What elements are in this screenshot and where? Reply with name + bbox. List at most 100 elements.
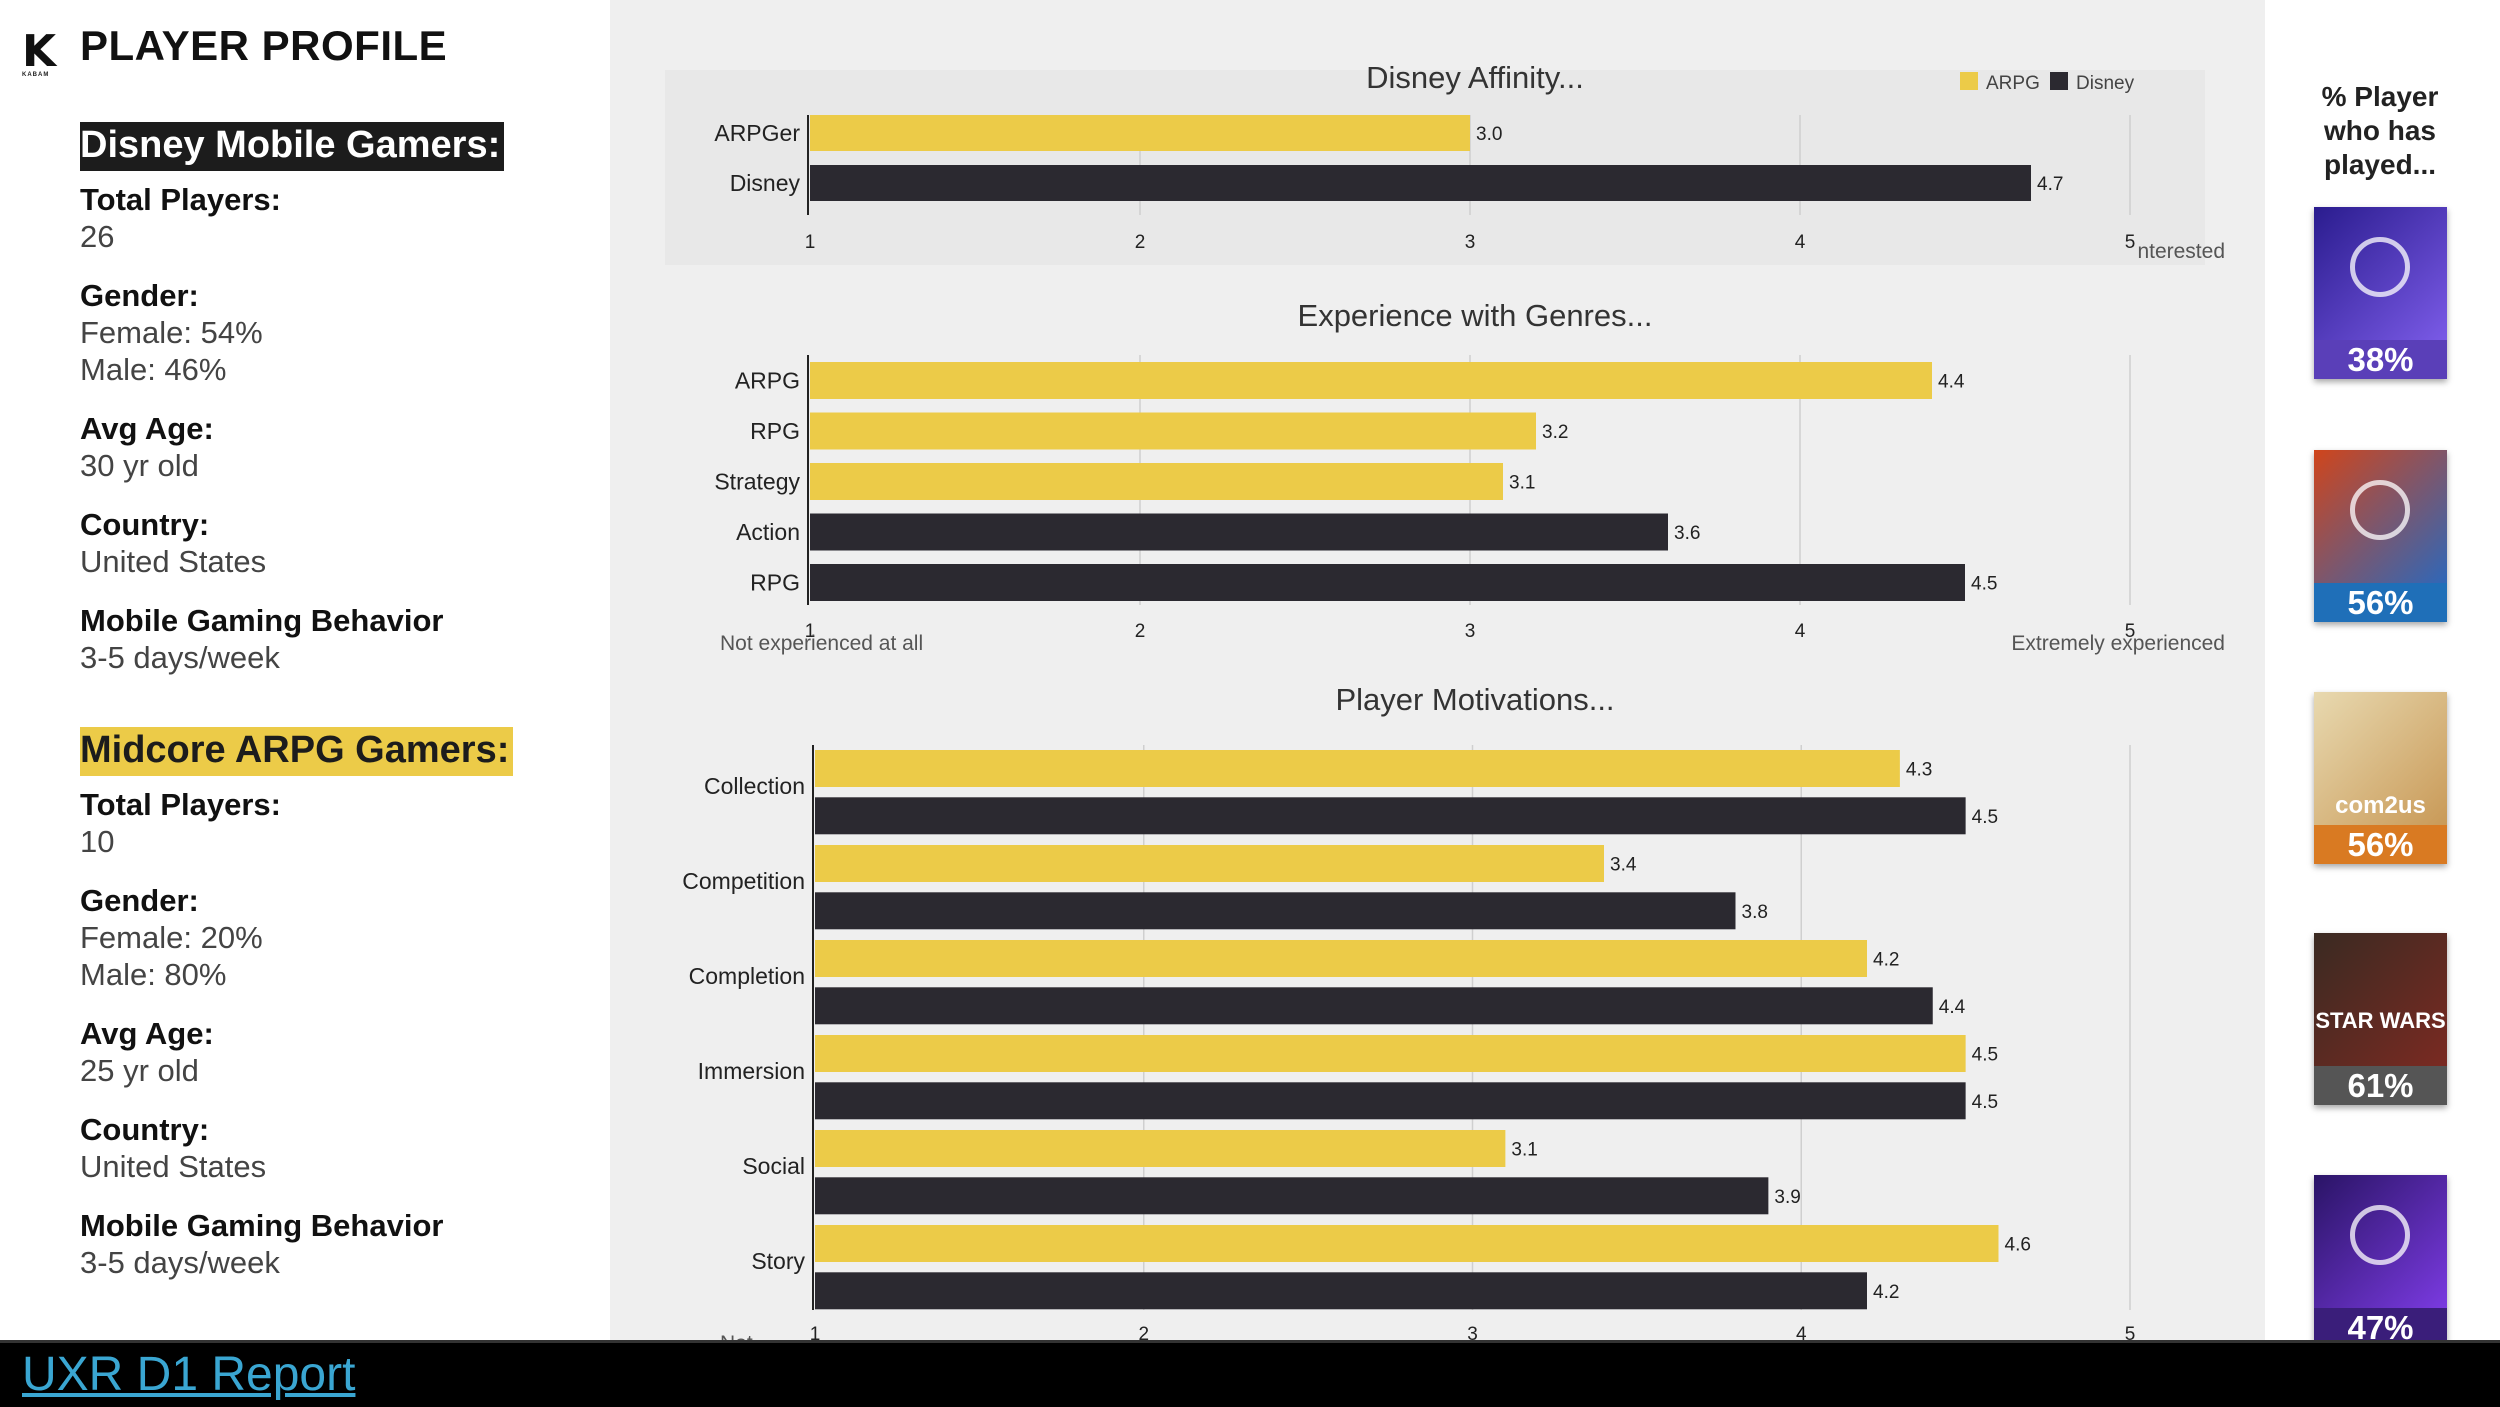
tick-label: 4 [1795,232,1806,253]
charts-panel: Disney Affinity... 1 2 3 4 5 nterested ARPGer 3.… [610,0,2265,1340]
tick-label: 1 [805,621,816,642]
game-art [2314,207,2447,340]
tick-label: 5 [2125,1324,2136,1340]
data-label: 3.6 [1674,523,1700,544]
arpg-gamers-group: Midcore ARPG Gamers: Total Players: 10 G… [80,727,514,1303]
bar-disney [815,1177,1769,1215]
scale-right-label: nterested [2137,240,2225,263]
chart-title: Disney Affinity... [1366,60,1584,95]
games-played-panel: % Player who has played... 38% 56% com2us 5… [2265,0,2500,1347]
data-label: 4.7 [2037,174,2063,195]
data-label: 3.1 [1511,1140,1537,1161]
category-label: Social [742,1153,805,1179]
game-logo-text: com2us [2335,792,2426,819]
bar-arpg [815,1035,1966,1072]
bar [810,463,1503,500]
scale-right-label: Extremely experienced [2011,632,2225,655]
data-label: 4.4 [1939,997,1966,1018]
tick-label: 4 [1795,621,1806,642]
category-label: Action [736,519,800,545]
field-total-players: Total Players: 26 [80,182,282,254]
played-percentage: 56% [2314,825,2447,864]
legend-swatch-arpg [1960,72,1978,90]
footer-bar: UXR D1 Report [0,1340,2500,1407]
played-percentage: 61% [2314,1066,2447,1105]
group-title: Midcore ARPG Gamers: [80,727,514,776]
data-label: 4.4 [1938,372,1965,393]
played-percentage: 56% [2314,583,2447,622]
disney-mirrorverse-icon[interactable]: 38% [2314,207,2447,379]
bar-arpg [815,1225,1999,1262]
dragon-game-icon[interactable]: 47% [2314,1175,2447,1347]
field-country: Country: United States [80,1112,267,1184]
player-profile-panel: K KABAM PLAYER PROFILE Disney Mobile Gam… [0,0,610,1340]
bar-arpg [815,750,1900,787]
played-percentage: 47% [2314,1308,2447,1347]
bar [810,115,1470,151]
data-label: 4.3 [1906,760,1932,781]
data-label: 3.9 [1774,1187,1800,1208]
field-gender: Gender: Female: 20% Male: 80% [80,883,263,992]
field-gaming-behavior: Mobile Gaming Behavior 3-5 days/week [80,603,444,675]
tick-label: 1 [810,1324,821,1340]
legend-swatch-disney [2050,72,2068,90]
bar-arpg [815,940,1867,977]
field-total-players: Total Players: 10 [80,787,282,859]
data-label: 4.6 [2005,1235,2031,1256]
category-label: ARPGer [714,120,800,146]
game-art: STAR WARS [2314,933,2447,1066]
summoners-war-icon[interactable]: com2us 56% [2314,692,2447,864]
games-played-title: % Player who has played... [2321,81,2439,180]
bar [810,165,2031,201]
bar-arpg [815,845,1604,882]
scale-left-label: Not experienced at all [720,632,923,655]
data-label: 4.2 [1873,1282,1899,1303]
data-label: 4.5 [1972,807,1998,828]
field-avg-age: Avg Age: 25 yr old [80,1016,214,1088]
chart-title: Player Motivations... [1335,682,1614,717]
game-art [2314,1175,2447,1308]
data-label: 3.1 [1509,473,1535,494]
tick-label: 4 [1796,1324,1807,1340]
game-emblem [2350,1205,2410,1265]
tick-label: 3 [1467,1324,1478,1340]
bar [810,362,1932,399]
star-wars-galaxy-of-heroes-icon[interactable]: STAR WARS 61% [2314,933,2447,1105]
tick-label: 5 [2125,621,2136,642]
category-label: Competition [682,868,805,894]
group-title: Disney Mobile Gamers: [80,122,505,171]
category-label: Strategy [714,469,800,495]
category-label: ARPG [735,368,800,394]
game-emblem [2350,237,2410,297]
category-label: Completion [689,963,805,989]
game-art [2314,450,2447,583]
chart-title: Experience with Genres... [1298,298,1653,333]
uxr-report-link[interactable]: UXR D1 Report [22,1348,356,1401]
data-label: 4.5 [1972,1045,1998,1066]
scale-left-label: Not [720,1332,753,1340]
category-label: Immersion [698,1058,805,1084]
category-label: RPG [750,570,800,596]
bar-disney [815,1272,1867,1310]
category-label: Disney [730,170,801,196]
category-label: Collection [704,773,805,799]
bar [810,564,1965,601]
bar-disney [815,1082,1966,1120]
field-gaming-behavior: Mobile Gaming Behavior 3-5 days/week [80,1208,444,1280]
tick-label: 2 [1138,1324,1149,1340]
field-avg-age: Avg Age: 30 yr old [80,411,214,483]
tick-label: 2 [1135,621,1146,642]
disney-heroes-icon[interactable]: 56% [2314,450,2447,622]
disney-gamers-group: Disney Mobile Gamers: Total Players: 26 … [80,122,505,698]
game-emblem [2350,480,2410,540]
bar-disney [815,892,1736,930]
category-label: Story [751,1248,805,1274]
data-label: 4.5 [1972,1092,1998,1113]
data-label: 4.5 [1971,574,1997,595]
tick-label: 5 [2125,232,2136,253]
game-logo-text: STAR WARS [2315,1008,2446,1033]
played-percentage: 38% [2314,340,2447,379]
data-label: 3.0 [1476,124,1502,145]
tick-label: 3 [1465,621,1476,642]
